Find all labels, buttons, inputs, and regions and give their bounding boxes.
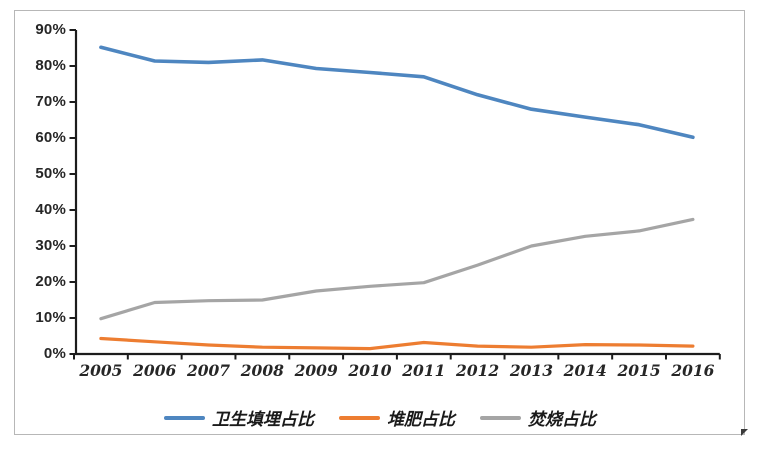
x-tick-label: 2010 [348, 361, 392, 380]
x-tick-label: 2005 [79, 361, 123, 380]
series-line-0 [99, 45, 695, 140]
x-tick-label: 2008 [240, 361, 284, 380]
axis-lines [74, 30, 720, 356]
x-tick-label: 2012 [456, 361, 500, 380]
y-tick-label: 80% [35, 57, 66, 74]
y-tick-label: 70% [35, 93, 66, 110]
x-tick-label: 2006 [133, 361, 177, 380]
y-tick-label: 40% [35, 201, 66, 218]
legend-item-0: 卫生填埋占比 [164, 405, 314, 430]
x-tick-label: 2014 [563, 361, 607, 380]
y-tick-label: 60% [35, 129, 66, 146]
x-tick-label: 2011 [402, 361, 446, 380]
y-tick-label: 0% [43, 345, 66, 362]
y-tick-label: 50% [35, 165, 66, 182]
y-tick-label: 90% [35, 21, 66, 38]
legend-label: 卫生填埋占比 [212, 410, 314, 430]
series-line-1 [99, 336, 695, 351]
legend-line-swatch [480, 415, 521, 420]
x-tick-label: 2016 [671, 361, 715, 380]
legend-label: 堆肥占比 [387, 410, 455, 430]
y-tick-label: 20% [35, 273, 66, 290]
legend-item-2: 焚烧占比 [480, 405, 596, 430]
legend-line-swatch [339, 415, 380, 420]
legend-label: 焚烧占比 [528, 410, 596, 430]
chart-legend: 卫生填埋占比 堆肥占比 焚烧占比 [14, 404, 746, 431]
y-tick-label: 10% [35, 309, 66, 326]
x-tick-label: 2007 [186, 361, 231, 380]
x-tick-label: 2009 [294, 361, 338, 380]
legend-item-1: 堆肥占比 [339, 405, 455, 430]
y-tick-label: 30% [35, 237, 66, 254]
chart-frame [14, 10, 745, 435]
series-line-2 [99, 217, 695, 321]
x-tick-label: 2015 [617, 361, 661, 380]
x-tick-label: 2013 [509, 361, 553, 380]
corner-resize-handle-icon [741, 429, 748, 436]
legend-line-swatch [164, 415, 205, 420]
